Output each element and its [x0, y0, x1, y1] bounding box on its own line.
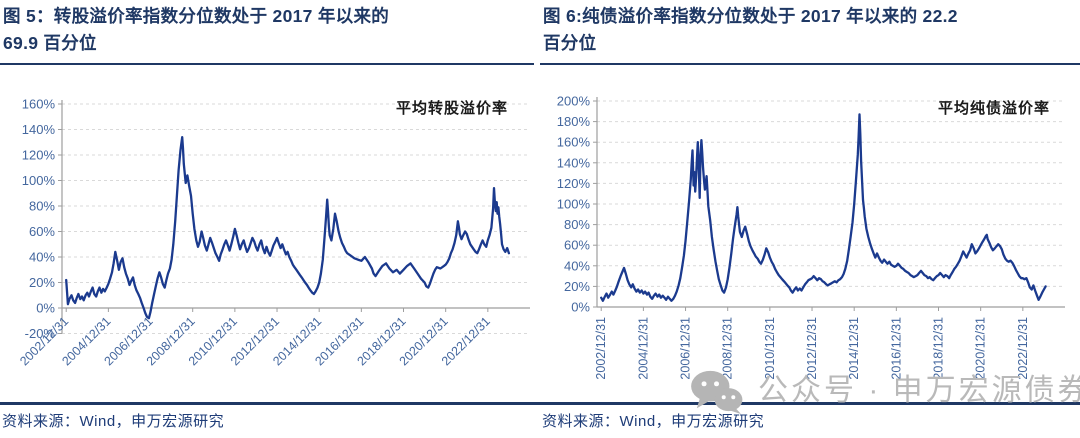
- svg-text:20%: 20%: [564, 279, 590, 294]
- figure6-chart: 200% 180% 160% 140% 120% 100% 80% 60% 40% 20% 0% 20…: [540, 88, 1080, 404]
- svg-text:2020/12/31: 2020/12/31: [974, 317, 988, 380]
- figure6-title-line2: 百分位: [543, 33, 597, 53]
- wechat-watermark-text: 公众号 · 申万宏源债券: [758, 374, 1080, 407]
- figure6-title: 图 6:纯债溢价率指数分位数处于 2017 年以来的 22.2 百分位: [540, 0, 1080, 65]
- svg-text:0%: 0%: [36, 301, 55, 316]
- figure6-panel: 图 6:纯债溢价率指数分位数处于 2017 年以来的 22.2 百分位 200%…: [540, 0, 1080, 438]
- svg-text:40%: 40%: [29, 250, 55, 265]
- svg-text:180%: 180%: [557, 114, 591, 129]
- svg-text:80%: 80%: [564, 217, 590, 232]
- svg-text:2022/12/31: 2022/12/31: [1016, 317, 1030, 380]
- chart-left-svg: 160%140%120%100%80%60%40%20%0%-20%2002/1…: [17, 97, 530, 368]
- svg-text:2012/12/31: 2012/12/31: [805, 317, 819, 380]
- svg-text:2010/12/31: 2010/12/31: [763, 317, 777, 380]
- figure5-source-note: 资料来源：Wind，申万宏源研究: [2, 413, 225, 430]
- premium-rate-line-series: [600, 113, 1047, 302]
- wechat-watermark: 公众号 · 申万宏源债券: [688, 368, 1080, 414]
- figure5-title-line2: 69.9 百分位: [3, 33, 97, 53]
- figure5-legend-label: 平均转股溢价率: [395, 100, 508, 117]
- svg-text:100%: 100%: [557, 197, 591, 212]
- svg-text:2006/12/31: 2006/12/31: [679, 317, 693, 380]
- svg-text:2004/12/31: 2004/12/31: [636, 317, 650, 380]
- svg-text:200%: 200%: [557, 94, 591, 109]
- svg-text:120%: 120%: [557, 176, 591, 191]
- figure5-panel: 图 5：转股溢价率指数分位数处于 2017 年以来的 69.9 百分位 160%…: [0, 0, 534, 438]
- svg-text:2002/12/31: 2002/12/31: [594, 317, 608, 380]
- figure5-chart: 160% 140% 120% 100% 80% 60% 40% 20% 0% -20% 2002/1…: [0, 88, 540, 404]
- svg-text:2016/12/31: 2016/12/31: [889, 317, 903, 380]
- premium-rate-line-series: [65, 135, 511, 320]
- svg-text:0%: 0%: [571, 300, 590, 315]
- svg-text:40%: 40%: [564, 258, 590, 273]
- figure6-source-note: 资料来源：Wind，申万宏源研究: [542, 413, 765, 430]
- figure5-title-line1: 图 5：转股溢价率指数分位数处于 2017 年以来的: [3, 6, 390, 26]
- svg-text:60%: 60%: [29, 224, 55, 239]
- chart-right-svg: 200% 180% 160% 140% 120% 100% 80% 60% 40% 20% 0% 20…: [557, 94, 1065, 380]
- svg-text:2008/12/31: 2008/12/31: [721, 317, 735, 380]
- svg-text:60%: 60%: [564, 238, 590, 253]
- svg-text:2014/12/31: 2014/12/31: [847, 317, 861, 380]
- wechat-icon: [691, 370, 743, 414]
- svg-text:2018/12/31: 2018/12/31: [932, 317, 946, 380]
- figure5-title: 图 5：转股溢价率指数分位数处于 2017 年以来的 69.9 百分位: [0, 0, 534, 65]
- svg-text:140%: 140%: [22, 122, 56, 137]
- svg-text:80%: 80%: [29, 199, 55, 214]
- footer-divider-rule: [0, 402, 1080, 405]
- svg-text:160%: 160%: [557, 135, 591, 150]
- svg-text:140%: 140%: [557, 155, 591, 170]
- figure6-title-line1: 图 6:纯债溢价率指数分位数处于 2017 年以来的 22.2: [543, 6, 958, 26]
- svg-text:20%: 20%: [29, 275, 55, 290]
- svg-text:-20%: -20%: [25, 326, 56, 341]
- svg-text:100%: 100%: [22, 173, 56, 188]
- svg-text:120%: 120%: [22, 148, 56, 163]
- figure6-legend-label: 平均纯债溢价率: [937, 100, 1050, 117]
- svg-text:160%: 160%: [22, 97, 56, 112]
